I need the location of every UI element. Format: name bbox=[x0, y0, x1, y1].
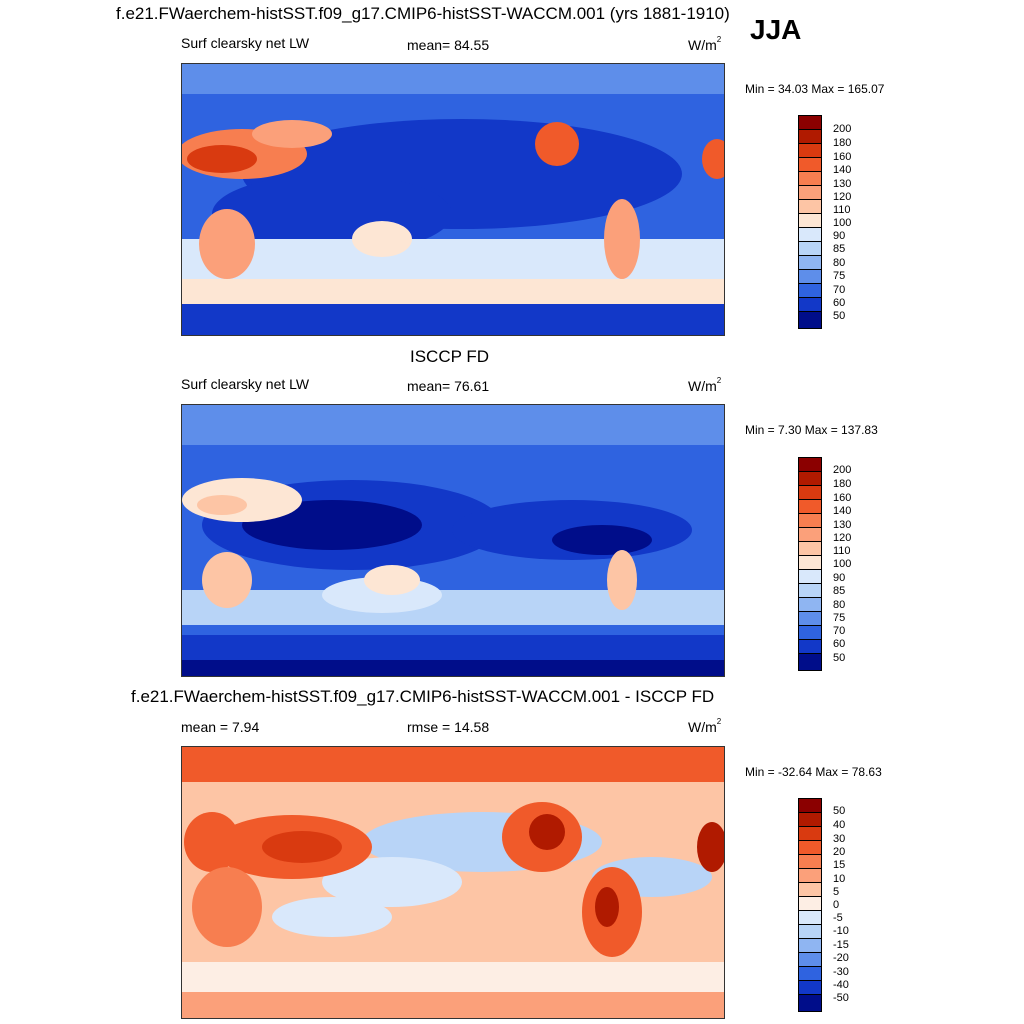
panel2-minmax: Min = 7.30 Max = 137.83 bbox=[745, 423, 878, 437]
panel3-map bbox=[181, 746, 725, 1019]
case-title: f.e21.FWaerchem-histSST.f09_g17.CMIP6-hi… bbox=[116, 4, 730, 23]
panel1-units: W/m2 bbox=[688, 35, 722, 53]
season-label: JJA bbox=[750, 14, 802, 45]
panel3-units: W/m2 bbox=[688, 717, 722, 735]
panel3-colorbar bbox=[798, 798, 822, 1012]
panel3-minmax: Min = -32.64 Max = 78.63 bbox=[745, 765, 882, 779]
panel2-map-field bbox=[182, 405, 724, 676]
panel1-map bbox=[181, 63, 725, 336]
panel2-colorbar bbox=[798, 457, 822, 671]
panel2-variable: Surf clearsky net LW bbox=[181, 376, 310, 392]
panel3-map-field bbox=[182, 747, 724, 1018]
panel3-title: f.e21.FWaerchem-histSST.f09_g17.CMIP6-hi… bbox=[131, 687, 715, 706]
panel1-variable: Surf clearsky net LW bbox=[181, 35, 310, 51]
panel1-mean: mean= 84.55 bbox=[407, 37, 490, 53]
panel3-rmse: rmse = 14.58 bbox=[407, 719, 490, 735]
panel1-map-field bbox=[182, 64, 724, 335]
panel2-title: ISCCP FD bbox=[410, 347, 490, 366]
panel2-map bbox=[181, 404, 725, 677]
panel2-units: W/m2 bbox=[688, 376, 722, 394]
panel1-minmax: Min = 34.03 Max = 165.07 bbox=[745, 82, 885, 96]
panel1-colorbar bbox=[798, 115, 822, 329]
panel3-mean: mean = 7.94 bbox=[181, 719, 260, 735]
panel2-mean: mean= 76.61 bbox=[407, 378, 490, 394]
